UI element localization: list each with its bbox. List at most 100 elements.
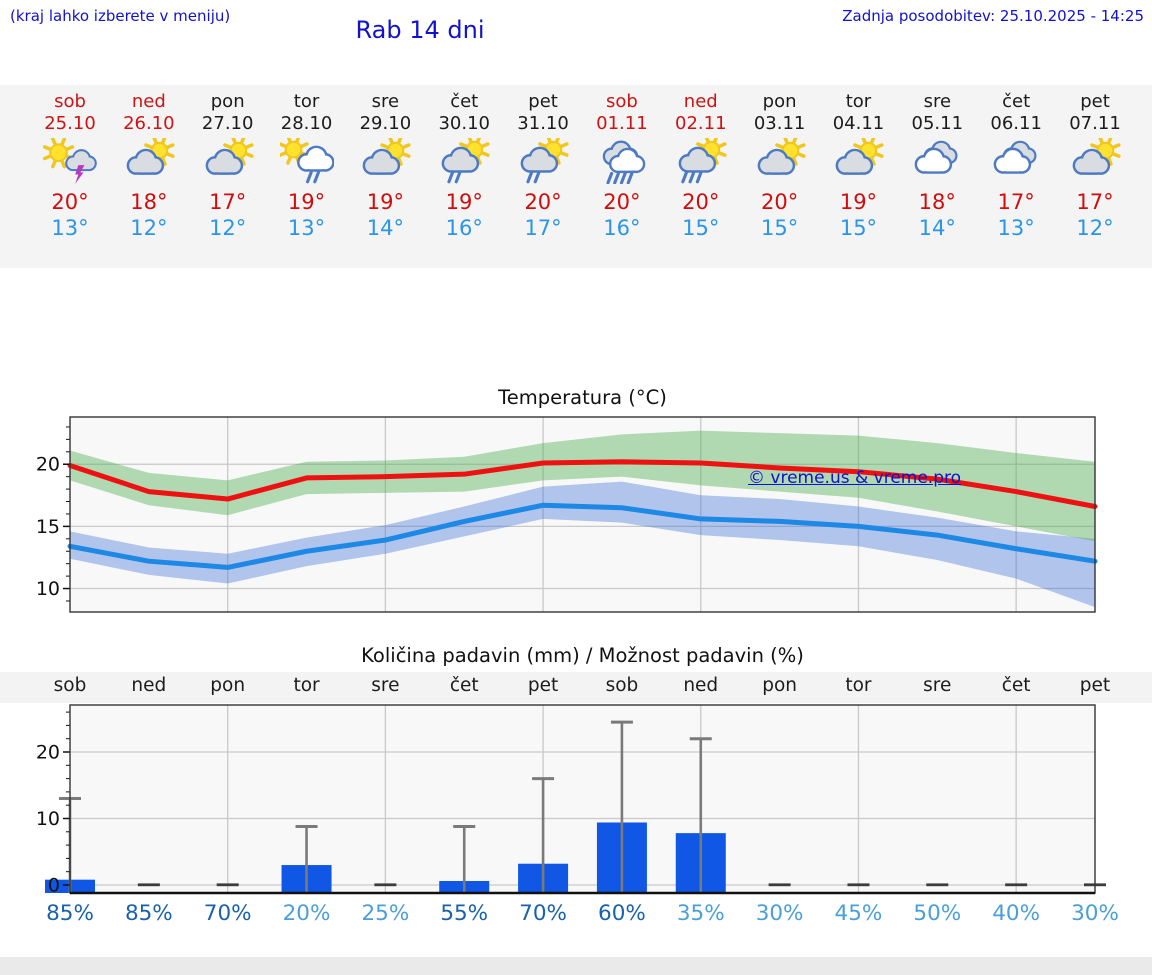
forecast-day-02.11[interactable]: ned 02.11 20° 15° <box>661 85 741 241</box>
day-date: 27.10 <box>201 113 254 134</box>
day-low-temp: 12° <box>130 216 168 240</box>
weather-icon-cloud-sun <box>1055 135 1135 186</box>
day-name: sre <box>923 91 952 112</box>
precip-probability: 30% <box>755 901 804 926</box>
weather-icon-sun-cloud-lightning <box>30 137 110 186</box>
day-low-temp: 12° <box>1076 216 1114 240</box>
precip-day-label: tor <box>293 675 320 696</box>
forecast-day-31.10[interactable]: pet 31.10 20° 17° <box>503 85 583 241</box>
temperature-chart-title: Temperatura (°C) <box>498 386 667 409</box>
location-hint: (kraj lahko izberete v meniju) <box>10 7 231 25</box>
day-date: 29.10 <box>359 113 412 134</box>
precip-day-label: ned <box>683 675 719 696</box>
forecast-day-01.11[interactable]: sob 01.11 20° 16° <box>582 85 662 241</box>
footer-strip <box>0 957 1152 975</box>
weather-icon-cloud-sun-rain <box>424 134 504 186</box>
weather-icon-cloud-sun <box>740 135 820 186</box>
forecast-day-03.11[interactable]: pon 03.11 20° 15° <box>740 85 820 241</box>
day-name: tor <box>293 91 320 112</box>
day-name: sob <box>606 91 638 112</box>
day-date: 28.10 <box>280 113 333 134</box>
precip-day-label: čet <box>1001 675 1031 696</box>
temperature-chart: 10 15 20 <box>36 416 1098 613</box>
forecast-day-04.11[interactable]: tor 04.11 19° 15° <box>818 85 898 241</box>
precip-probability: 20% <box>282 901 331 926</box>
forecast-day-28.10[interactable]: tor 28.10 19° 13° <box>267 85 347 241</box>
forecast-day-25.10[interactable]: sob 25.10 20° 13° <box>30 85 110 241</box>
day-name: čet <box>1002 91 1031 112</box>
day-low-temp: 16° <box>603 216 641 240</box>
svg-text:20: 20 <box>36 454 60 476</box>
day-name: sre <box>371 91 400 112</box>
precip-day-labels-strip: sob ned pon tor sre čet pet sob ned pon tor sre čet p… <box>0 672 1152 703</box>
weather-icon-cloud-sun-rain <box>503 134 583 186</box>
day-high-temp: 20° <box>603 190 641 214</box>
weather-icon-cloud-sun <box>109 135 189 186</box>
day-high-temp: 18° <box>130 190 168 214</box>
day-high-temp: 17° <box>1076 190 1114 214</box>
day-high-temp: 20° <box>524 190 562 214</box>
day-low-temp: 13° <box>51 216 89 240</box>
precip-day-label: pon <box>210 675 246 696</box>
day-date: 05.11 <box>911 113 964 134</box>
day-high-temp: 20° <box>682 190 720 214</box>
day-name: pet <box>528 91 558 112</box>
forecast-days-strip: sob 25.10 20° 13° ned 26.10 18° 12° pon 27.10 1… <box>0 85 1152 268</box>
day-name: ned <box>683 91 718 112</box>
forecast-day-05.11[interactable]: sre 05.11 18° 14° <box>897 85 977 241</box>
day-name: ned <box>131 91 166 112</box>
day-date: 06.11 <box>990 113 1042 134</box>
day-high-temp: 20° <box>51 190 89 214</box>
forecast-day-30.10[interactable]: čet 30.10 19° 16° <box>424 85 504 241</box>
precip-day-label: pet <box>527 675 559 696</box>
precip-day-label: tor <box>845 675 872 696</box>
day-low-temp: 12° <box>209 216 247 240</box>
precip-day-label: sre <box>923 675 952 696</box>
weather-icon-cloud-sun <box>188 135 268 186</box>
copyright-watermark[interactable]: © vreme.us & vreme.pro <box>748 468 962 488</box>
weather-icon-cloud-sun-rain-heavy <box>661 134 741 186</box>
forecast-day-06.11[interactable]: čet 06.11 17° 13° <box>976 85 1056 241</box>
precip-day-label: ned <box>131 675 167 696</box>
day-name: pet <box>1080 91 1110 112</box>
day-low-temp: 14° <box>918 216 956 240</box>
precip-day-label: čet <box>449 675 479 696</box>
forecast-day-27.10[interactable]: pon 27.10 17° 12° <box>188 85 268 241</box>
precipitation-chart: 0 10 20 <box>36 704 1106 897</box>
forecast-day-26.10[interactable]: ned 26.10 18° 12° <box>109 85 189 241</box>
weather-icon-cloudy <box>976 138 1056 186</box>
precip-day-label: sob <box>53 675 87 696</box>
forecast-day-29.10[interactable]: sre 29.10 19° 14° <box>345 85 425 241</box>
day-name: čet <box>450 91 479 112</box>
day-date: 07.11 <box>1069 113 1121 134</box>
precip-probability: 25% <box>361 901 410 926</box>
svg-text:20: 20 <box>36 742 60 764</box>
last-updated: Zadnja posodobitev: 25.10.2025 - 14:25 <box>842 7 1144 25</box>
day-low-temp: 13° <box>997 216 1035 240</box>
precip-probability: 55% <box>440 901 489 926</box>
day-date: 04.11 <box>832 113 885 134</box>
day-name: pon <box>762 91 797 112</box>
day-date: 31.10 <box>517 113 569 134</box>
svg-text:15: 15 <box>36 516 60 538</box>
svg-text:0: 0 <box>48 875 60 897</box>
day-high-temp: 18° <box>918 190 956 214</box>
weather-icon-sun-cloud-rain <box>267 134 347 186</box>
day-low-temp: 17° <box>524 216 562 240</box>
precip-probability: 60% <box>598 901 646 926</box>
precip-probability: 50% <box>913 901 962 926</box>
svg-text:10: 10 <box>36 808 60 830</box>
precip-probability: 45% <box>834 901 883 926</box>
day-high-temp: 19° <box>445 190 483 214</box>
precip-day-label: sob <box>605 675 639 696</box>
day-high-temp: 17° <box>209 190 247 214</box>
precip-probability: 85% <box>46 901 94 926</box>
page-title: Rab 14 dni <box>355 16 485 44</box>
forecast-day-07.11[interactable]: pet 07.11 17° 12° <box>1055 85 1135 241</box>
day-low-temp: 15° <box>682 216 720 240</box>
precip-probability-row: 85% 85% 70% 20% 25% 55% 70% 60% 35% 30% 45% 50% 40% 3… <box>0 901 1152 933</box>
day-high-temp: 19° <box>287 190 326 214</box>
day-low-temp: 14° <box>366 216 404 240</box>
day-date: 30.10 <box>438 113 490 134</box>
